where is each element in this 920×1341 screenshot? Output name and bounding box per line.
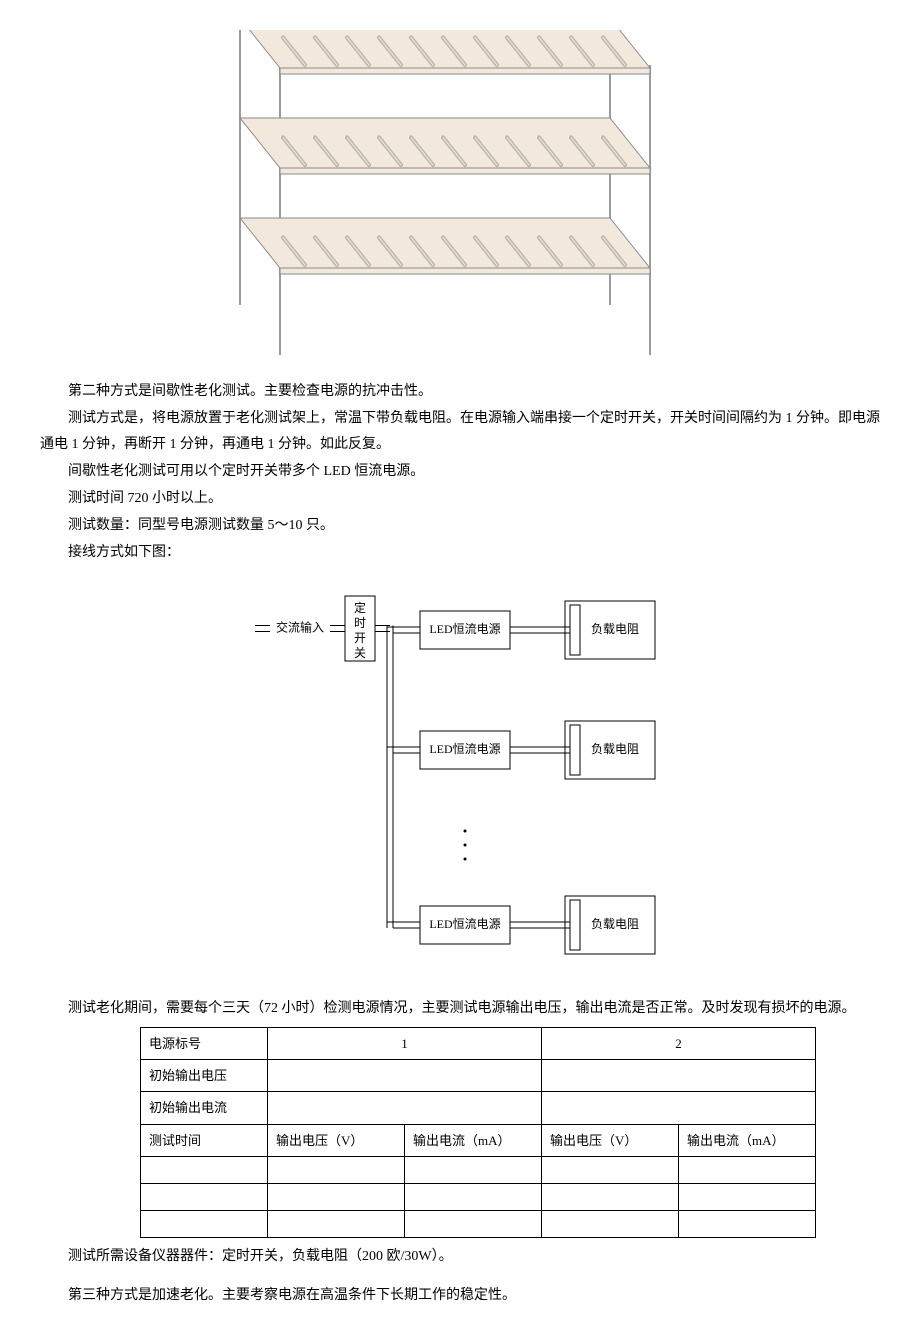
- spacer: [40, 1271, 880, 1281]
- p-method2-desc: 测试方式是，将电源放置于老化测试架上，常温下带负载电阻。在电源输入端串接一个定时…: [40, 406, 880, 456]
- th-id-2: 2: [542, 1027, 816, 1059]
- p-equipment: 测试所需设备仪器器件：定时开关，负载电阻（200 欧/30W）。: [40, 1244, 880, 1269]
- th-psu-id: 电源标号: [141, 1027, 268, 1059]
- th-init-i: 初始输出电流: [141, 1092, 268, 1124]
- wiring-flowchart: 交流输入交流输入定时开关LED恒流电源负载电阻LED恒流电源负载电阻LED恒流电…: [250, 576, 670, 976]
- svg-text:LED恒流电源: LED恒流电源: [429, 916, 500, 930]
- svg-text:负载电阻: 负载电阻: [591, 916, 639, 930]
- test-record-table: 电源标号12初始输出电压初始输出电流测试时间输出电压（V）输出电流（mA）输出电…: [140, 1027, 880, 1239]
- th-outi-2: 输出电流（mA）: [679, 1124, 816, 1156]
- p-method2-qty: 测试数量：同型号电源测试数量 5～10 只。: [40, 513, 880, 538]
- svg-text:时: 时: [354, 615, 366, 629]
- svg-text:LED恒流电源: LED恒流电源: [429, 741, 500, 755]
- svg-text:负载电阻: 负载电阻: [591, 741, 639, 755]
- th-test-time: 测试时间: [141, 1124, 268, 1156]
- svg-text:交流输入: 交流输入: [276, 619, 324, 634]
- svg-text:关: 关: [354, 645, 366, 659]
- svg-text:LED恒流电源: LED恒流电源: [429, 621, 500, 635]
- p-method2-switch: 间歇性老化测试可用以个定时开关带多个 LED 恒流电源。: [40, 459, 880, 484]
- svg-text:开: 开: [354, 630, 366, 644]
- aging-rack-figure: [220, 30, 700, 369]
- section-check: 测试老化期间，需要每个三天（72 小时）检测电源情况，主要测试电源输出电压，输出…: [40, 996, 880, 1021]
- th-init-v: 初始输出电压: [141, 1060, 268, 1092]
- svg-text:负载电阻: 负载电阻: [591, 621, 639, 635]
- p-method2-time: 测试时间 720 小时以上。: [40, 486, 880, 511]
- th-outv-2: 输出电压（V）: [542, 1124, 679, 1156]
- section-method2: 第二种方式是间歇性老化测试。主要检查电源的抗冲击性。 测试方式是，将电源放置于老…: [40, 379, 880, 565]
- svg-text:定: 定: [354, 599, 366, 614]
- p-method2-intro: 第二种方式是间歇性老化测试。主要检查电源的抗冲击性。: [40, 379, 880, 404]
- p-method3-intro: 第三种方式是加速老化。主要考察电源在高温条件下长期工作的稳定性。: [40, 1283, 880, 1308]
- th-id-1: 1: [268, 1027, 542, 1059]
- section-equipment: 测试所需设备仪器器件：定时开关，负载电阻（200 欧/30W）。 第三种方式是加…: [40, 1244, 880, 1308]
- p-check-desc: 测试老化期间，需要每个三天（72 小时）检测电源情况，主要测试电源输出电压，输出…: [40, 996, 880, 1021]
- th-outv-1: 输出电压（V）: [268, 1124, 405, 1156]
- p-method2-wiring: 接线方式如下图：: [40, 540, 880, 565]
- th-outi-1: 输出电流（mA）: [405, 1124, 542, 1156]
